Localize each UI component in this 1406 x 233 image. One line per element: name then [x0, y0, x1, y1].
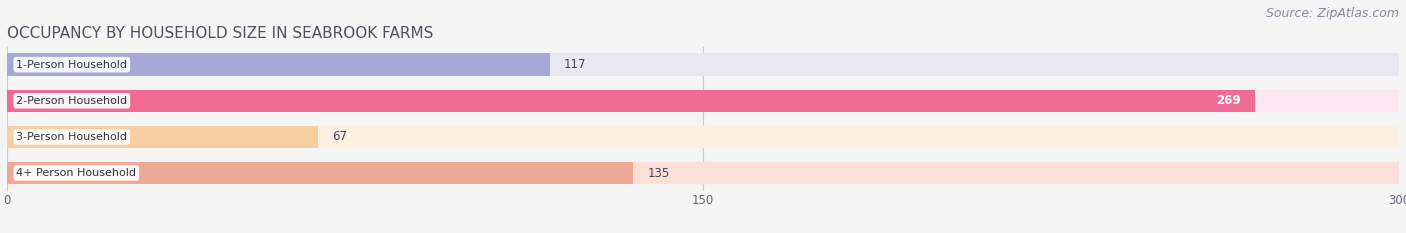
Text: 135: 135: [647, 167, 669, 179]
Bar: [7, 53, 1399, 76]
Bar: [7, 53, 550, 76]
FancyBboxPatch shape: [7, 162, 1399, 184]
Text: Source: ZipAtlas.com: Source: ZipAtlas.com: [1265, 7, 1399, 20]
Text: 1-Person Household: 1-Person Household: [17, 60, 128, 70]
Text: 2-Person Household: 2-Person Household: [17, 96, 128, 106]
Bar: [7, 89, 1399, 112]
FancyBboxPatch shape: [7, 53, 1399, 76]
Text: 269: 269: [1216, 94, 1241, 107]
Text: 117: 117: [564, 58, 586, 71]
Text: 67: 67: [332, 130, 347, 143]
Bar: [7, 89, 1256, 112]
Text: 4+ Person Household: 4+ Person Household: [17, 168, 136, 178]
Text: 3-Person Household: 3-Person Household: [17, 132, 128, 142]
Bar: [7, 162, 633, 184]
Bar: [7, 126, 1399, 148]
Bar: [7, 162, 1399, 184]
FancyBboxPatch shape: [7, 89, 1399, 112]
Bar: [7, 126, 318, 148]
FancyBboxPatch shape: [7, 126, 1399, 148]
Text: OCCUPANCY BY HOUSEHOLD SIZE IN SEABROOK FARMS: OCCUPANCY BY HOUSEHOLD SIZE IN SEABROOK …: [7, 26, 433, 41]
